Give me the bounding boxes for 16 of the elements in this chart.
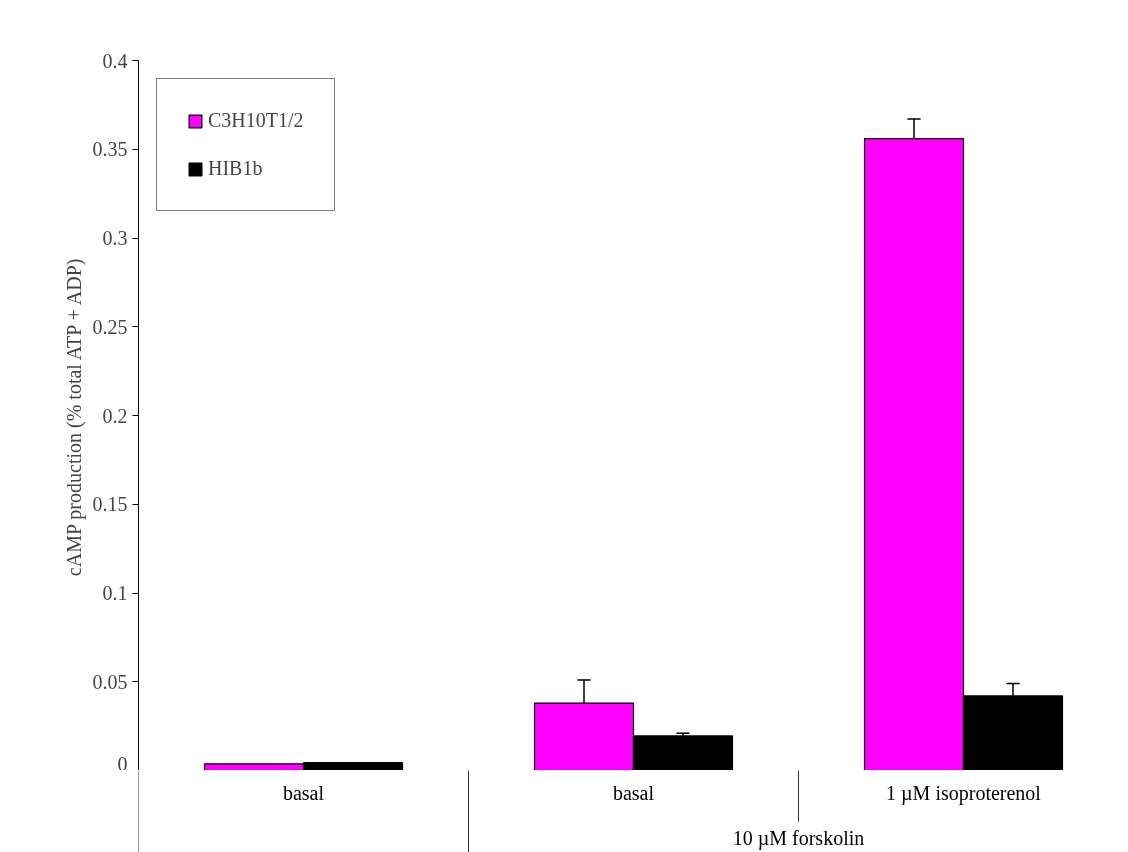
y-tick-label: 0.15 [92,493,128,516]
y-tick-label: 0 [117,752,128,775]
legend-label: HIB1b [208,157,263,180]
y-tick-label: 0.3 [102,227,128,249]
y-tick-label: 0.35 [92,138,128,161]
y-axis-title: cAMP production (% total ATP + ADP) [62,258,86,577]
y-tick-label: 0.25 [92,315,128,338]
y-tick-label: 0.1 [102,582,128,604]
x-tick-label: basal [282,782,325,805]
legend-label: C3H10T1/2 [208,109,304,132]
x-tick-label: 1 µM isoproterenol [886,782,1042,806]
x-tick-label: basal [612,782,655,805]
y-tick-label: 0.2 [102,404,128,427]
y-tick-label: 0.4 [102,49,128,72]
y-tick-label: 0.05 [92,670,128,693]
text: 10 µM forskolin [732,827,865,851]
